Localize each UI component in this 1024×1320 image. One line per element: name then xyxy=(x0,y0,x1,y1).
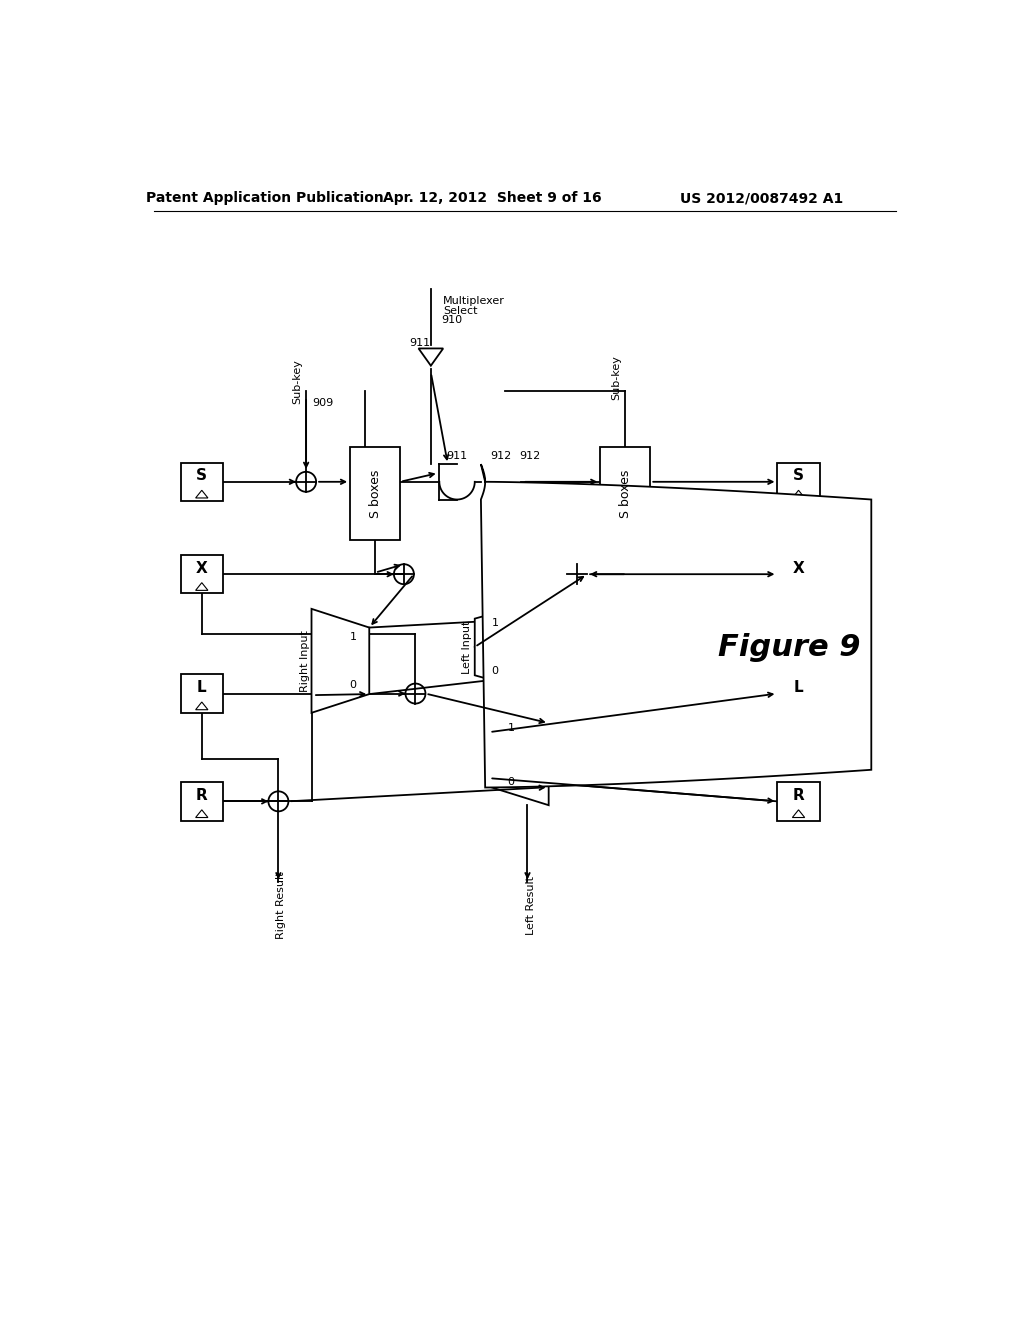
Bar xyxy=(777,781,819,821)
Text: R: R xyxy=(196,788,208,803)
Text: Right Input: Right Input xyxy=(300,630,310,692)
Text: 1: 1 xyxy=(492,618,499,628)
Text: 0: 0 xyxy=(349,680,356,690)
Bar xyxy=(600,447,650,540)
Text: R: R xyxy=(793,788,805,803)
Text: Right Result: Right Result xyxy=(276,871,287,939)
Polygon shape xyxy=(490,705,549,805)
Polygon shape xyxy=(438,465,475,499)
Text: X: X xyxy=(196,561,208,576)
Text: 909: 909 xyxy=(312,399,334,408)
Text: 912: 912 xyxy=(519,451,541,462)
Text: L: L xyxy=(794,680,804,694)
Text: Sub-key: Sub-key xyxy=(611,355,621,400)
Bar xyxy=(180,781,223,821)
Text: 910: 910 xyxy=(441,315,463,325)
Text: 1: 1 xyxy=(508,723,515,733)
Text: S boxes: S boxes xyxy=(618,469,632,517)
Text: Left Result: Left Result xyxy=(525,875,536,935)
Polygon shape xyxy=(419,348,443,366)
Text: 911: 911 xyxy=(410,338,431,348)
Text: Select: Select xyxy=(443,306,477,315)
Polygon shape xyxy=(311,609,370,713)
Bar xyxy=(180,554,223,594)
Polygon shape xyxy=(793,702,805,710)
Bar xyxy=(777,462,819,502)
Bar xyxy=(350,447,400,540)
Bar xyxy=(777,675,819,713)
Text: 0: 0 xyxy=(492,665,499,676)
Polygon shape xyxy=(196,490,208,498)
Text: Patent Application Publication: Patent Application Publication xyxy=(146,191,384,206)
Text: S: S xyxy=(793,469,804,483)
Text: S: S xyxy=(197,469,207,483)
Text: US 2012/0087492 A1: US 2012/0087492 A1 xyxy=(680,191,844,206)
Polygon shape xyxy=(793,582,805,590)
Bar xyxy=(180,462,223,502)
Polygon shape xyxy=(475,603,532,692)
Polygon shape xyxy=(196,702,208,710)
Polygon shape xyxy=(793,810,805,817)
Text: 1: 1 xyxy=(349,632,356,642)
Polygon shape xyxy=(196,810,208,817)
Text: Multiplexer: Multiplexer xyxy=(443,296,505,306)
Text: Left Input: Left Input xyxy=(462,620,472,673)
Text: 0: 0 xyxy=(508,777,515,787)
Polygon shape xyxy=(481,465,871,788)
Text: 912: 912 xyxy=(490,451,512,462)
Bar xyxy=(777,554,819,594)
Text: Figure 9: Figure 9 xyxy=(718,632,860,661)
Text: S boxes: S boxes xyxy=(369,469,382,517)
Polygon shape xyxy=(793,490,805,498)
Text: X: X xyxy=(793,561,805,576)
Text: 911: 911 xyxy=(446,451,468,462)
Text: Apr. 12, 2012  Sheet 9 of 16: Apr. 12, 2012 Sheet 9 of 16 xyxy=(383,191,602,206)
Bar xyxy=(180,675,223,713)
Text: Sub-key: Sub-key xyxy=(292,359,302,404)
Polygon shape xyxy=(196,582,208,590)
Text: L: L xyxy=(197,680,207,694)
